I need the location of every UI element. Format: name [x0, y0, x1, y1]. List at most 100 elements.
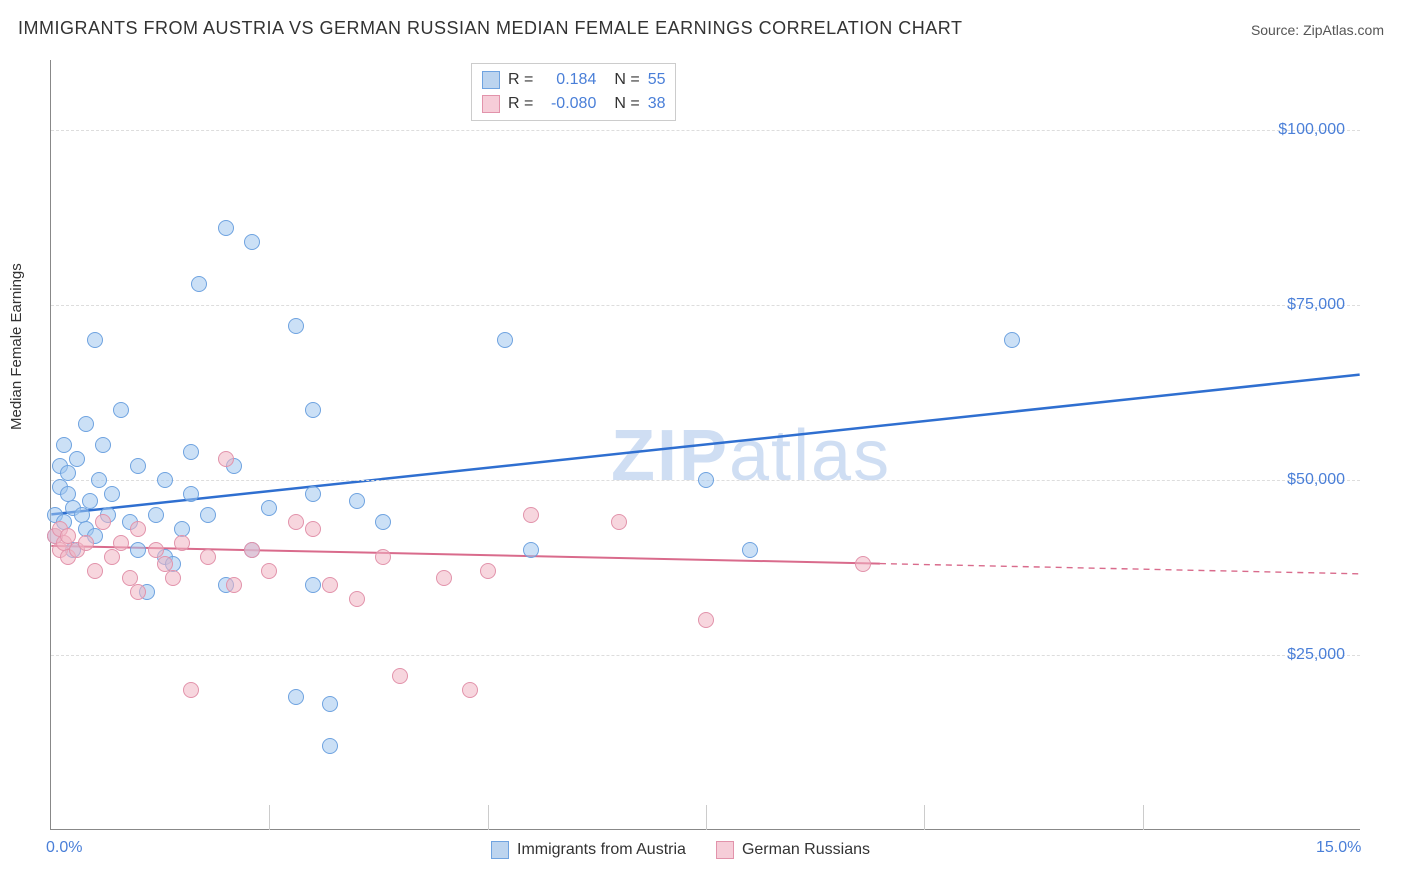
x-tick-label: 0.0% [46, 839, 82, 857]
y-tick-label: $100,000 [1278, 121, 1345, 139]
scatter-point [56, 437, 72, 453]
scatter-point [130, 542, 146, 558]
scatter-point [183, 486, 199, 502]
scatter-point [480, 563, 496, 579]
series-legend: Immigrants from Austria German Russians [491, 841, 870, 859]
trend-line [51, 375, 1359, 515]
scatter-point [375, 549, 391, 565]
gridline-horizontal [51, 655, 1360, 656]
gridline-horizontal [51, 130, 1360, 131]
scatter-point [611, 514, 627, 530]
legend-n-label: N = [614, 68, 639, 92]
legend-row: R =0.184N =55 [482, 68, 665, 92]
scatter-point [130, 521, 146, 537]
legend-item-label: Immigrants from Austria [517, 841, 686, 859]
scatter-point [87, 563, 103, 579]
scatter-point [742, 542, 758, 558]
scatter-point [288, 318, 304, 334]
scatter-point [1004, 332, 1020, 348]
gridline-vertical [924, 805, 925, 830]
scatter-point [183, 682, 199, 698]
scatter-point [191, 276, 207, 292]
legend-n-value: 38 [648, 92, 666, 116]
scatter-point [523, 507, 539, 523]
legend-n-value: 55 [648, 68, 666, 92]
scatter-point [78, 416, 94, 432]
legend-r-label: R = [508, 68, 533, 92]
scatter-point [113, 402, 129, 418]
scatter-point [200, 549, 216, 565]
scatter-point [218, 451, 234, 467]
scatter-point [78, 535, 94, 551]
chart-plot-area: ZIPatlas R =0.184N =55R =-0.080N =38 Imm… [50, 60, 1360, 830]
scatter-point [218, 220, 234, 236]
scatter-point [349, 493, 365, 509]
scatter-point [69, 451, 85, 467]
legend-item-label: German Russians [742, 841, 870, 859]
scatter-point [148, 507, 164, 523]
scatter-point [200, 507, 216, 523]
scatter-point [855, 556, 871, 572]
scatter-point [82, 493, 98, 509]
scatter-point [305, 577, 321, 593]
scatter-point [91, 472, 107, 488]
scatter-point [174, 535, 190, 551]
scatter-point [104, 549, 120, 565]
scatter-point [130, 458, 146, 474]
legend-item: Immigrants from Austria [491, 841, 686, 859]
scatter-point [322, 577, 338, 593]
scatter-point [392, 668, 408, 684]
legend-r-value: -0.080 [541, 92, 596, 116]
trend-lines-layer [51, 60, 1360, 829]
legend-n-label: N = [614, 92, 639, 116]
scatter-point [104, 486, 120, 502]
gridline-vertical [706, 805, 707, 830]
scatter-point [288, 514, 304, 530]
y-tick-label: $25,000 [1287, 646, 1345, 664]
legend-swatch [716, 841, 734, 859]
scatter-point [322, 696, 338, 712]
scatter-point [349, 591, 365, 607]
scatter-point [523, 542, 539, 558]
gridline-vertical [1143, 805, 1144, 830]
scatter-point [226, 577, 242, 593]
scatter-point [60, 465, 76, 481]
scatter-point [436, 570, 452, 586]
legend-item: German Russians [716, 841, 870, 859]
scatter-point [375, 514, 391, 530]
scatter-point [698, 472, 714, 488]
scatter-point [157, 472, 173, 488]
scatter-point [95, 514, 111, 530]
scatter-point [130, 584, 146, 600]
chart-title: IMMIGRANTS FROM AUSTRIA VS GERMAN RUSSIA… [18, 18, 962, 39]
legend-r-label: R = [508, 92, 533, 116]
y-axis-label: Median Female Earnings [8, 263, 25, 430]
scatter-point [87, 332, 103, 348]
scatter-point [244, 234, 260, 250]
scatter-point [183, 444, 199, 460]
scatter-point [113, 535, 129, 551]
x-tick-label: 15.0% [1316, 839, 1361, 857]
scatter-point [288, 689, 304, 705]
scatter-point [261, 563, 277, 579]
legend-swatch [482, 71, 500, 89]
legend-swatch [491, 841, 509, 859]
legend-row: R = -0.080 N = 38 [482, 92, 665, 116]
y-tick-label: $75,000 [1287, 296, 1345, 314]
scatter-point [261, 500, 277, 516]
scatter-point [462, 682, 478, 698]
watermark: ZIPatlas [611, 415, 891, 497]
scatter-point [305, 402, 321, 418]
gridline-vertical [269, 805, 270, 830]
gridline-vertical [488, 805, 489, 830]
y-tick-label: $50,000 [1287, 471, 1345, 489]
legend-swatch [482, 95, 500, 113]
correlation-legend: R =0.184N =55R =-0.080N =38 [471, 63, 676, 121]
scatter-point [698, 612, 714, 628]
scatter-point [497, 332, 513, 348]
gridline-horizontal [51, 305, 1360, 306]
scatter-point [305, 486, 321, 502]
scatter-point [322, 738, 338, 754]
scatter-point [244, 542, 260, 558]
source-attribution: Source: ZipAtlas.com [1251, 22, 1384, 38]
